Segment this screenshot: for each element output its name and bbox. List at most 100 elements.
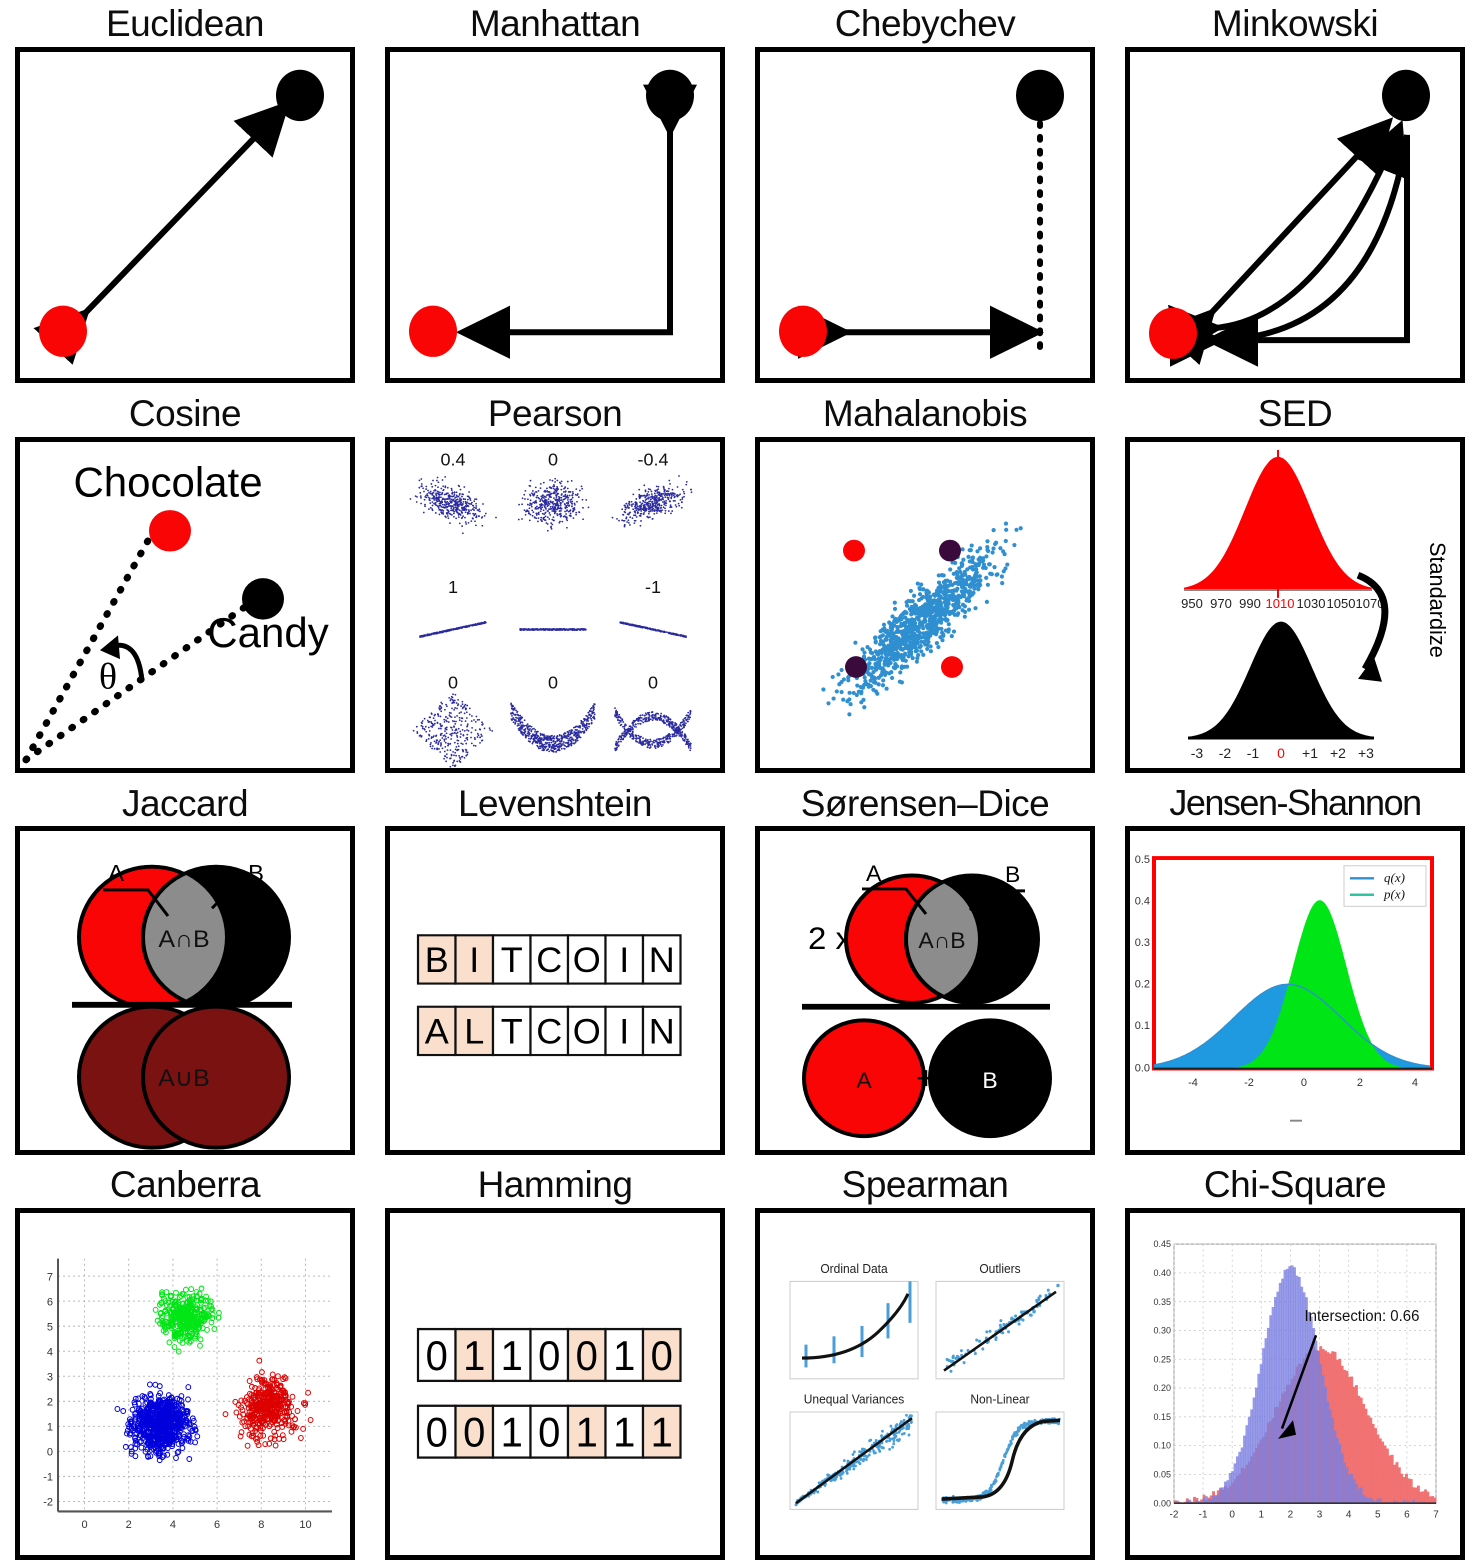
spearman-sub-title-3: Non-Linear	[970, 1392, 1029, 1406]
cosine-diagram: Chocolate Candy θ	[22, 459, 329, 764]
pearson-grid: 0.4 0 -0.4 1 -1 0 0 0	[409, 450, 693, 768]
panel-body-chebychev	[755, 47, 1095, 383]
pearson-label-6: 0	[548, 673, 558, 693]
sed-top-tick-0: 950	[1181, 596, 1203, 611]
set-a-label: A	[108, 861, 124, 887]
panel-jaccard: Jaccard A∩B A B A∪B	[0, 780, 370, 1160]
char-cell	[641, 934, 682, 985]
js-xtick-0: -4	[1188, 1077, 1198, 1089]
black-dot	[646, 70, 694, 122]
char-cell	[604, 1006, 645, 1057]
pearson-label-4: -1	[645, 577, 661, 597]
pearson-label-2: -0.4	[637, 450, 668, 470]
sed-bot-tick-2: -1	[1247, 745, 1260, 761]
legend-label-q: q(x)	[1384, 872, 1405, 886]
panel-title-canberra: Canberra	[109, 1163, 261, 1205]
js-xtick-1: -2	[1244, 1077, 1254, 1089]
panel-title-sorensen-dice: Sørensen–Dice	[800, 782, 1050, 824]
chocolate-label: Chocolate	[73, 459, 262, 506]
char-label: B	[425, 942, 449, 980]
spearman-sub-title-2: Unequal Variances	[804, 1392, 905, 1406]
chebychev-diagram	[779, 70, 1064, 360]
char-cell	[604, 934, 645, 985]
sed-diagram: 950 970 990 1010 1030 1050 1070 -3 -2 -1…	[1181, 450, 1450, 761]
char-label: O	[573, 942, 601, 980]
panel-jensen-shannon: Jensen-Shannon 0.5 0.4 0.3 0.2 0.1 0.0 -…	[1110, 780, 1480, 1160]
panel-body-spearman: Ordinal Data Outliers Unequal Variances …	[755, 1208, 1095, 1560]
panel-title-chebychev: Chebychev	[834, 3, 1016, 45]
panel-minkowski: Minkowski	[1110, 0, 1480, 390]
panel-body-minkowski	[1125, 47, 1465, 383]
panel-canberra: Canberra -2 -1 0 1 2 3 4 5 6 7 0 2 4 6 8 10	[0, 1160, 370, 1567]
panel-title-pearson: Pearson	[487, 393, 623, 435]
char-cell	[491, 1327, 532, 1383]
panel-pearson: Pearson 0.4 0 -0.4 1 -1 0 0 0	[370, 390, 740, 780]
sed-bot-tick-4: +1	[1302, 745, 1318, 761]
char-cell	[491, 1404, 532, 1459]
black-dot	[242, 578, 284, 620]
char-cell	[491, 934, 532, 985]
panel-manhattan: Manhattan	[370, 0, 740, 390]
panel-body-chi-square: 0.00 0.05 0.10 0.15 0.20 0.25 0.30 0.35 0.40 0.45…	[1125, 1208, 1465, 1560]
purple-inlier-1	[939, 540, 961, 562]
sed-bot-tick-5: +2	[1330, 745, 1346, 761]
panel-body-euclidean	[15, 47, 355, 383]
sed-top-tick-3: 1010	[1266, 596, 1295, 611]
js-xtick-2: 0	[1301, 1077, 1307, 1089]
panel-title-manhattan: Manhattan	[469, 3, 641, 45]
char-cell	[529, 1327, 570, 1383]
set-a-circle-label: A	[856, 1069, 872, 1094]
char-label: T	[501, 942, 523, 980]
sed-bot-tick-6: +3	[1358, 745, 1374, 761]
intersection-label: A∩B	[918, 929, 965, 954]
char-label: 1	[576, 1409, 598, 1456]
char-cell	[491, 1006, 532, 1057]
red-dot	[409, 305, 457, 358]
red-dot	[779, 305, 827, 358]
js-xtick-4: 4	[1412, 1077, 1418, 1089]
red-dot	[39, 305, 87, 358]
char-label: I	[619, 1013, 629, 1051]
panel-euclidean: Euclidean	[0, 0, 370, 390]
char-label: 1	[651, 1409, 673, 1456]
spearman-subplots: Ordinal Data Outliers Unequal Variances …	[789, 1262, 1065, 1510]
panel-body-cosine: Chocolate Candy θ	[15, 437, 355, 773]
char-cell	[454, 934, 495, 985]
union-label: A∪B	[158, 1066, 210, 1093]
black-dot	[276, 70, 324, 122]
char-cell	[416, 934, 457, 985]
black-dot	[1016, 70, 1064, 122]
set-a-label: A	[866, 862, 882, 887]
jaccard-diagram: A∩B A B A∪B	[72, 861, 292, 1150]
chi-square-chart: 0.000.050.100.150.200.250.300.350.400.45…	[1153, 1239, 1439, 1521]
panel-title-jaccard: Jaccard	[121, 782, 249, 824]
intersection-label: A∩B	[158, 927, 209, 954]
panel-chi-square: Chi-Square 0.00 0.05 0.10 0.15 0.20 0.25 0.30 0…	[1110, 1160, 1480, 1567]
char-label: 0	[651, 1332, 673, 1379]
char-label: I	[619, 942, 629, 980]
red-dot	[1149, 307, 1197, 360]
pearson-label-0: 0.4	[440, 450, 465, 470]
panel-body-canberra: -2 -1 0 1 2 3 4 5 6 7 0 2 4 6 8 10	[15, 1208, 355, 1560]
js-ytick-5: 0.5	[1135, 854, 1150, 866]
intersection-annotation: Intersection: 0.66	[1305, 1308, 1420, 1325]
panel-body-sed: 950 970 990 1010 1030 1050 1070 -3 -2 -1…	[1125, 437, 1465, 773]
char-label: 1	[613, 1409, 635, 1456]
char-label: I	[469, 942, 479, 980]
char-label: 0	[426, 1409, 448, 1456]
sed-bot-tick-3: 0	[1277, 745, 1285, 761]
char-label: 0	[538, 1332, 560, 1379]
set-b-circle-label: B	[982, 1069, 997, 1094]
panel-title-sed: SED	[1257, 393, 1333, 435]
js-legend: q(x) p(x)	[1343, 865, 1427, 908]
js-ytick-0: 0.0	[1135, 1063, 1150, 1075]
panel-body-jensen-shannon: 0.5 0.4 0.3 0.2 0.1 0.0 -4 -2 0 2 4	[1125, 826, 1465, 1155]
char-label: 1	[613, 1332, 635, 1379]
pearson-label-1: 0	[548, 450, 558, 470]
theta-label: θ	[99, 656, 117, 698]
char-cell	[641, 1006, 682, 1057]
